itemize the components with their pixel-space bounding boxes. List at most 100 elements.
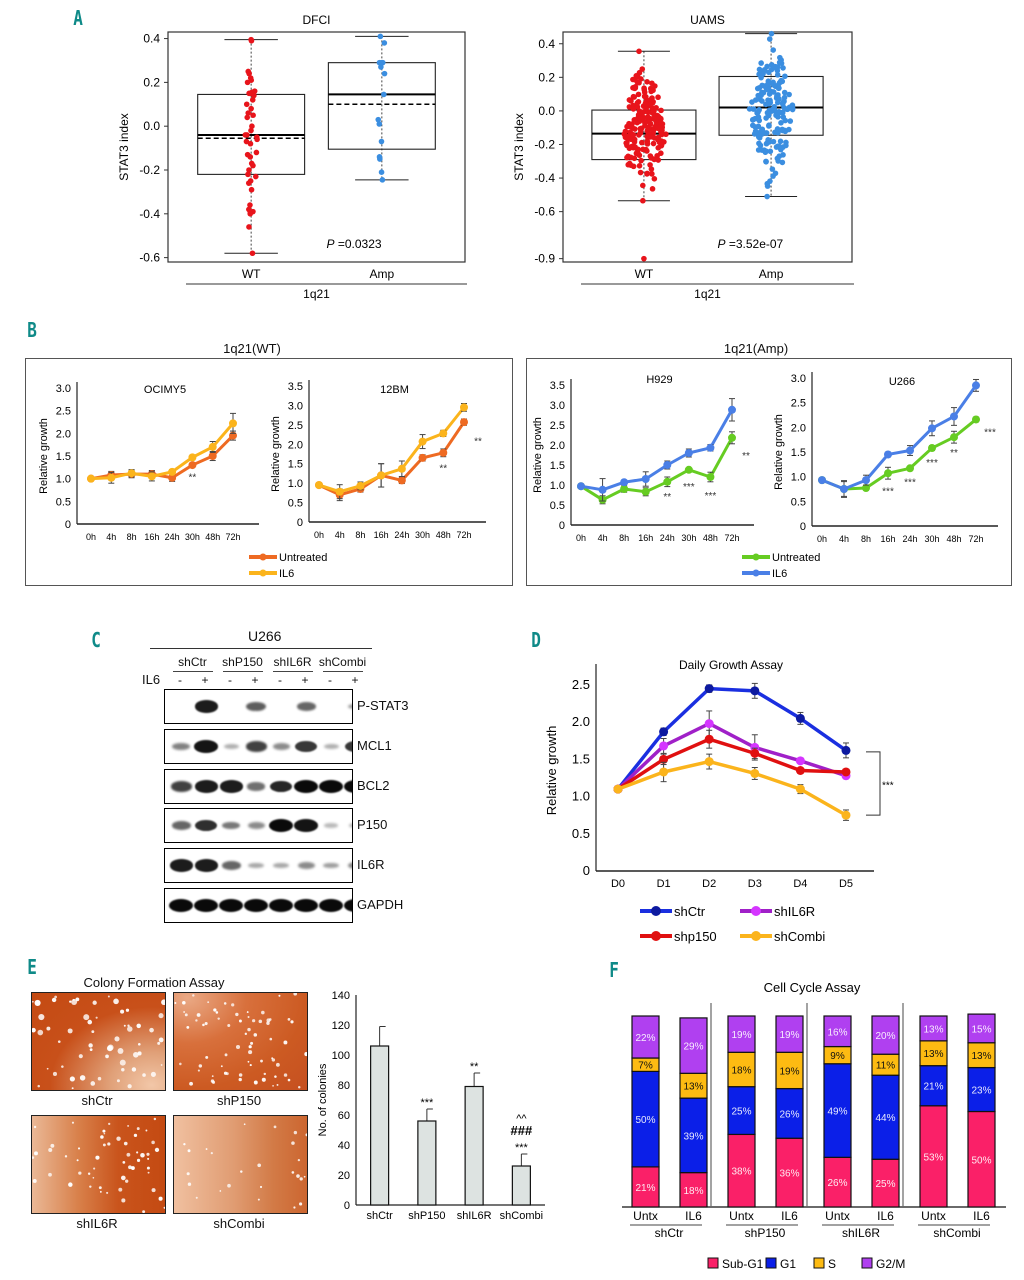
colony-dot <box>150 1071 156 1077</box>
colony-dot <box>189 1081 193 1086</box>
data-point <box>655 94 661 101</box>
significance-mark: ** <box>663 492 671 503</box>
colony-label-shp150: shP150 <box>216 1093 262 1108</box>
segment-value: 23% <box>971 1086 991 1097</box>
data-point <box>626 120 632 127</box>
x-category-label: WT <box>635 267 654 281</box>
colony-dot <box>34 1151 38 1156</box>
colony-dot <box>186 1025 190 1029</box>
colony-dot <box>158 1196 163 1201</box>
colony-dot <box>261 1010 265 1015</box>
p-value: P =0.0323 <box>327 237 382 251</box>
data-point <box>764 139 771 146</box>
legend-swatch <box>765 1257 777 1269</box>
blot-protein-label: GAPDH <box>357 897 404 912</box>
panel-label-c: C <box>91 628 101 652</box>
data-point <box>972 381 980 390</box>
x-tick-label: 72h <box>225 532 240 542</box>
blot-protein-label: P150 <box>357 817 388 832</box>
lane-treatment-sign: + <box>251 673 259 687</box>
data-point <box>242 132 249 138</box>
y-tick-label: -0.6 <box>139 251 160 265</box>
significance-mark: ** <box>439 464 447 475</box>
data-point <box>653 104 659 111</box>
significance-mark: *** <box>882 781 894 792</box>
colony-dot <box>183 1011 185 1013</box>
legend-label: Untreated <box>772 552 820 564</box>
colony-dot <box>136 1158 141 1162</box>
colony-dot <box>271 1058 276 1062</box>
colony-dot <box>153 1117 157 1121</box>
data-point <box>630 163 637 170</box>
data-point <box>188 461 197 470</box>
data-point <box>628 98 634 104</box>
colony-dot <box>246 1011 249 1013</box>
data-point <box>655 145 662 151</box>
protein-band <box>170 781 192 792</box>
data-point <box>626 160 633 167</box>
colony-dot <box>108 1122 111 1126</box>
segment-value: 19% <box>779 1030 799 1041</box>
colony-dot <box>71 1121 75 1124</box>
data-point <box>766 123 772 129</box>
colony-dot <box>127 1084 132 1089</box>
colony-dot <box>283 1040 288 1045</box>
data-point <box>706 443 715 452</box>
data-point <box>767 148 774 155</box>
colony-dot <box>34 999 41 1006</box>
colony-dot <box>131 1067 137 1072</box>
data-point <box>598 485 607 494</box>
colony-dot <box>140 1152 145 1158</box>
data-point <box>764 183 771 189</box>
data-point <box>750 122 756 129</box>
colony-dot <box>278 994 281 997</box>
legend-label: IL6 <box>772 568 787 580</box>
data-point <box>650 140 657 147</box>
colony-dot <box>261 1077 266 1082</box>
protein-band <box>223 744 239 749</box>
colony-dot <box>220 1065 223 1068</box>
y-tick-label: -0.6 <box>534 205 555 219</box>
data-point <box>634 100 641 106</box>
y-tick-label: 0.5 <box>550 500 565 512</box>
y-tick-label: 3.5 <box>288 381 303 393</box>
colony-dot <box>235 1044 241 1050</box>
data-point <box>783 106 790 112</box>
colony-dot <box>93 1167 96 1170</box>
y-tick-label: 140 <box>332 990 350 1002</box>
colony-dot <box>305 1133 307 1137</box>
x-tick-label: 0h <box>314 530 324 540</box>
y-tick-label: -0.2 <box>139 163 160 177</box>
stack-segment-g1 <box>871 1074 900 1160</box>
data-point <box>647 162 653 168</box>
colony-dot <box>32 1027 36 1033</box>
y-tick-label: 2.5 <box>288 420 303 432</box>
segment-value: 38% <box>731 1167 751 1178</box>
legend-swatch-marker <box>259 569 267 577</box>
bar-label: Untx <box>921 1209 946 1223</box>
colony-dot <box>37 1084 40 1088</box>
colony-dot <box>187 1149 191 1153</box>
y-axis-label: Relative growth <box>544 726 559 816</box>
data-point <box>246 90 252 97</box>
data-point <box>638 157 644 164</box>
colony-dot <box>122 1161 126 1164</box>
segment-value: 7% <box>638 1061 653 1072</box>
colony-dot <box>116 1079 120 1083</box>
colony-dot <box>266 1021 270 1025</box>
colony-dot <box>192 994 195 997</box>
stack-segment-g2m <box>727 1015 756 1053</box>
data-point <box>168 467 177 476</box>
colony-dot <box>157 1041 161 1045</box>
colony-dot <box>149 1027 154 1033</box>
chart-title: 12BM <box>380 384 409 396</box>
y-tick-label: 0.0 <box>143 119 160 133</box>
x-tick-label: 8h <box>619 533 629 543</box>
data-point <box>884 469 892 478</box>
data-point <box>649 80 655 87</box>
data-point <box>439 448 448 457</box>
data-point <box>379 177 386 183</box>
data-point <box>620 478 629 487</box>
colony-dot <box>240 1170 243 1173</box>
colony-dot <box>113 998 119 1005</box>
